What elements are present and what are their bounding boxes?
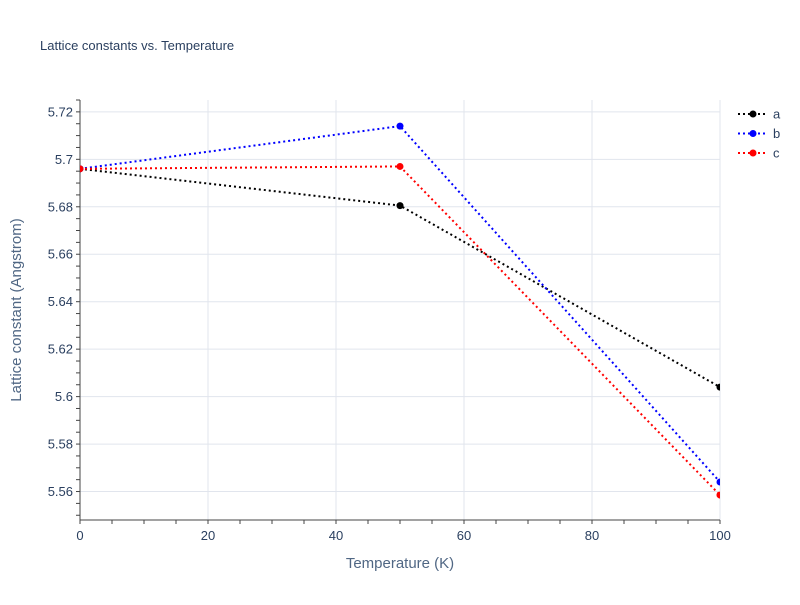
y-tick-label: 5.6 <box>55 389 73 404</box>
y-axis-ticks: 5.56 5.58 5.6 5.62 5.64 5.66 5.68 5.7 5.72 <box>48 104 73 499</box>
legend-marker-b <box>749 130 757 137</box>
legend[interactable]: abc <box>738 107 781 161</box>
legend-item-a[interactable]: a <box>738 107 781 122</box>
legend-label-c: c <box>773 146 780 161</box>
y-tick-label: 5.7 <box>55 152 73 167</box>
data-point-c <box>396 162 404 170</box>
legend-label-b: b <box>773 126 780 141</box>
x-gridlines <box>207 100 721 520</box>
data-point-c <box>716 491 720 499</box>
y-tick-label: 5.62 <box>48 342 73 357</box>
y-tick-label: 5.64 <box>48 294 73 309</box>
y-tick-label: 5.68 <box>48 199 73 214</box>
x-tick-label: 100 <box>709 528 731 543</box>
x-tick-label: 20 <box>201 528 215 543</box>
y-gridlines <box>80 111 720 493</box>
x-axis-ticks: 0 20 40 60 80 100 <box>76 528 730 543</box>
data-point-a <box>716 383 720 391</box>
x-tick-label: 60 <box>457 528 471 543</box>
y-tick-label: 5.56 <box>48 484 73 499</box>
chart-title: Lattice constants vs. Temperature <box>40 38 234 53</box>
legend-item-b[interactable]: b <box>738 126 780 141</box>
data-point-c <box>80 165 84 173</box>
series-layer <box>80 122 720 499</box>
legend-marker-a <box>749 110 757 118</box>
series-a <box>80 165 720 391</box>
x-tick-label: 80 <box>585 528 599 543</box>
y-tick-label: 5.58 <box>48 437 73 452</box>
data-point-b <box>396 122 404 130</box>
legend-label-a: a <box>773 107 781 122</box>
y-axis-title: Lattice constant (Angstrom) <box>8 218 25 401</box>
data-point-b <box>716 478 720 486</box>
series-line-a <box>80 167 720 388</box>
series-line-b <box>80 125 720 483</box>
axes <box>76 99 721 524</box>
series-b <box>80 122 720 486</box>
series-c <box>80 162 720 499</box>
y-tick-label: 5.66 <box>48 247 73 262</box>
x-tick-label: 40 <box>329 528 343 543</box>
legend-item-c[interactable]: c <box>738 146 780 161</box>
x-axis-title: Temperature (K) <box>346 555 454 572</box>
data-point-a <box>396 202 404 210</box>
y-tick-label: 5.72 <box>48 104 73 119</box>
series-line-c <box>80 165 720 496</box>
legend-marker-c <box>749 149 757 157</box>
x-tick-label: 0 <box>76 528 83 543</box>
